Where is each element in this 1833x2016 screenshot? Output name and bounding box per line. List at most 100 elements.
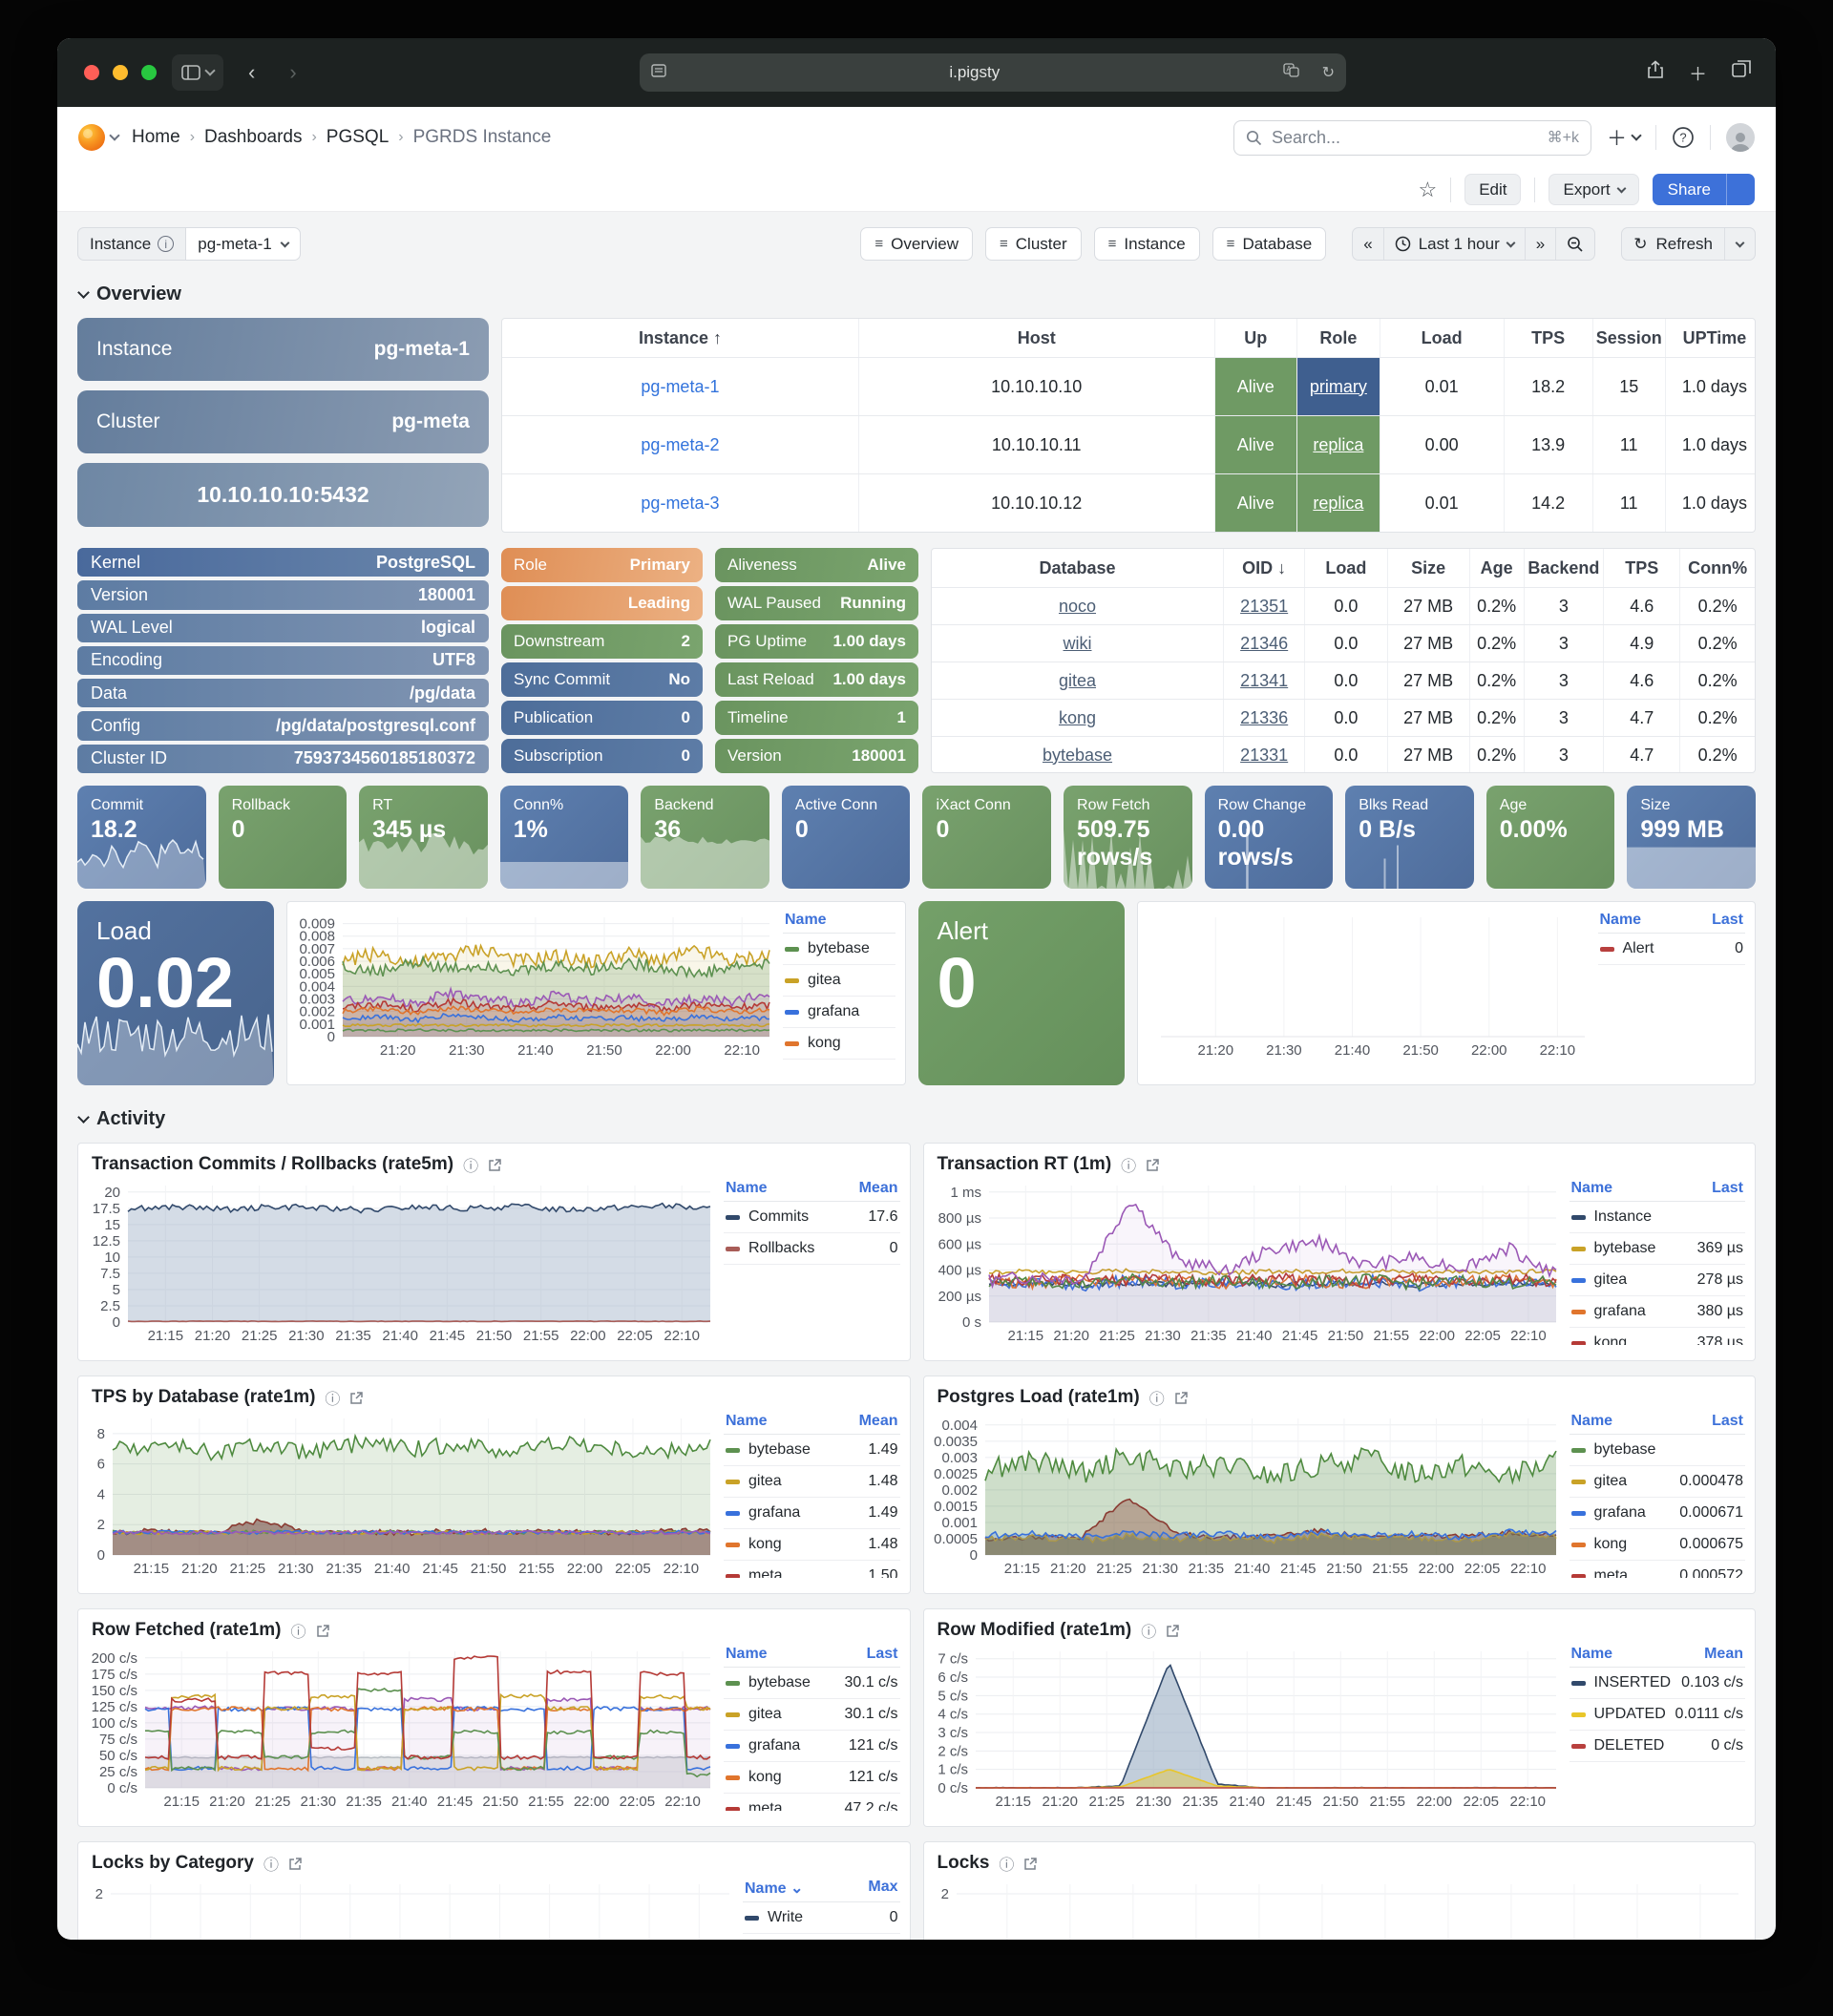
oid-link[interactable]: 21341	[1240, 670, 1289, 690]
legend-item-updated[interactable]: UPDATED 0.0111 c/s	[1569, 1699, 1745, 1731]
legend-item-gitea[interactable]: gitea	[783, 965, 895, 997]
grafana-logo[interactable]	[78, 124, 105, 151]
legend-item-grafana[interactable]: grafana	[783, 997, 895, 1028]
section-overview[interactable]: Overview	[77, 284, 1756, 305]
legend-item-grafana[interactable]: grafana 380 µs	[1569, 1296, 1745, 1328]
legend-item-grafana[interactable]: grafana 121 c/s	[724, 1731, 900, 1762]
favorite-star-icon[interactable]: ☆	[1418, 177, 1438, 201]
reload-icon[interactable]: ↻	[1321, 65, 1335, 81]
panel-title-text[interactable]: TPS by Database (rate1m)	[92, 1387, 316, 1407]
time-zoom-out-button[interactable]	[1556, 228, 1594, 260]
external-link-icon[interactable]	[1023, 1857, 1038, 1871]
legend-item-bytebase[interactable]: bytebase	[1569, 1435, 1745, 1466]
legend-item-alert[interactable]: Alert 0	[1597, 934, 1745, 965]
share-button[interactable]: Share	[1652, 174, 1726, 205]
column-header[interactable]: Host	[859, 319, 1215, 357]
legend-item-kong[interactable]: kong 0.000675	[1569, 1529, 1745, 1561]
role-badge[interactable]: primary	[1297, 358, 1380, 415]
external-link-icon[interactable]	[349, 1391, 364, 1405]
info-icon[interactable]: ⓘ	[325, 1392, 341, 1408]
legend-item-gitea[interactable]: gitea 0.000478	[1569, 1466, 1745, 1498]
column-header[interactable]: Database	[932, 549, 1224, 587]
panel-title-text[interactable]: Transaction RT (1m)	[937, 1154, 1112, 1174]
legend-col-name[interactable]: Name ⌄	[745, 1880, 804, 1897]
legend-col-value[interactable]: Last	[1712, 912, 1743, 928]
legend-item-grafana[interactable]: grafana 0.000671	[1569, 1498, 1745, 1529]
column-header[interactable]: Age	[1470, 549, 1525, 587]
legend-col-value[interactable]: Mean	[858, 1413, 898, 1429]
legend-col-name[interactable]: Name	[1570, 1646, 1613, 1662]
minimize-window-button[interactable]	[113, 65, 128, 80]
edit-button[interactable]: Edit	[1464, 174, 1522, 205]
external-link-icon[interactable]	[1146, 1158, 1160, 1172]
info-icon[interactable]: ⓘ	[263, 1858, 280, 1874]
refresh-interval-button[interactable]	[1724, 228, 1755, 260]
oid-link[interactable]: 21336	[1240, 707, 1289, 727]
instance-variable-select[interactable]: Instance i pg-meta-1	[77, 227, 301, 261]
legend-col-value[interactable]: Max	[868, 1879, 898, 1895]
info-icon[interactable]: ⓘ	[999, 1858, 1015, 1874]
legend-col-name[interactable]: Name	[726, 1180, 768, 1196]
add-button[interactable]: ＋	[1607, 123, 1642, 152]
column-header[interactable]: Backend	[1525, 549, 1605, 587]
chart-plot[interactable]: 0 0.001 0.002 0.003 0.004 0.005 0.006 0.007 0.00…	[293, 910, 777, 1060]
legend-col-name[interactable]: Name	[726, 1646, 768, 1662]
legend-item-bytebase[interactable]: bytebase 369 µs	[1569, 1233, 1745, 1265]
database-link[interactable]: gitea	[1058, 670, 1097, 690]
search-input[interactable]: Search... ⌘+k	[1233, 119, 1591, 156]
legend-item-meta[interactable]: meta 0.000572	[1570, 1561, 1746, 1578]
column-header[interactable]: Load	[1380, 319, 1505, 357]
panel-title-text[interactable]: Locks	[937, 1853, 990, 1873]
external-link-icon[interactable]	[288, 1857, 303, 1871]
database-link[interactable]: wiki	[1063, 633, 1092, 653]
legend-item-bytebase[interactable]: bytebase 30.1 c/s	[724, 1668, 900, 1699]
new-tab-icon[interactable]: ＋	[1688, 64, 1707, 85]
export-button[interactable]: Export	[1549, 174, 1639, 205]
close-window-button[interactable]	[84, 65, 99, 80]
tab-overview-icon[interactable]	[1732, 59, 1751, 86]
share-dropdown-button[interactable]	[1726, 174, 1755, 205]
oid-link[interactable]: 21351	[1240, 596, 1289, 616]
instance-link[interactable]: pg-meta-2	[641, 434, 720, 454]
legend-item-bytebase[interactable]: bytebase 1.49	[724, 1435, 900, 1466]
chart-plot[interactable]: 0 0.0005 0.001 0.0015 0.002 0.0025 0.003 0.0035…	[930, 1411, 1564, 1578]
info-icon[interactable]: ⓘ	[1121, 1159, 1137, 1175]
column-header[interactable]: Size	[1388, 549, 1470, 587]
legend-item-write[interactable]: Write 0	[743, 1902, 900, 1934]
external-link-icon[interactable]	[1174, 1391, 1189, 1405]
url-bar[interactable]: i.pigsty A ↻	[640, 53, 1346, 92]
column-header[interactable]: UPTime	[1682, 327, 1747, 347]
database-link[interactable]: bytebase	[1042, 745, 1113, 765]
legend-item-read[interactable]: Read1	[743, 1934, 900, 1940]
legend-item-gitea[interactable]: gitea 30.1 c/s	[724, 1699, 900, 1731]
chevron-down-icon[interactable]	[109, 130, 120, 141]
legend-item-kong[interactable]: kong 1.48	[724, 1529, 900, 1561]
avatar[interactable]	[1726, 123, 1755, 152]
nav-database-button[interactable]: ≡ Database	[1211, 227, 1327, 261]
chart-plot[interactable]: 0 c/s 1 c/s 2 c/s 3 c/s 4 c/s 5 c/s 6 c/s 7 c/s…	[930, 1644, 1564, 1811]
chart-plot[interactable]: 0 s 200 µs 400 µs 600 µs 800 µs 1 ms 21:15 21:2…	[930, 1178, 1564, 1345]
legend-item-bytebase[interactable]: bytebase	[783, 934, 895, 965]
legend-item-rollbacks[interactable]: Rollbacks 0	[724, 1233, 900, 1265]
legend-item-inserted[interactable]: INSERTED 0.103 c/s	[1569, 1668, 1745, 1699]
column-header[interactable]: Role	[1297, 319, 1380, 357]
legend-item-instance[interactable]: Instance	[1569, 1202, 1745, 1233]
legend-item-kong[interactable]: kong	[783, 1028, 895, 1060]
legend-col-name[interactable]: Name	[1570, 1413, 1613, 1429]
legend-item-meta[interactable]: meta 1.50	[724, 1561, 900, 1578]
info-icon[interactable]: ⓘ	[1141, 1625, 1157, 1641]
external-link-icon[interactable]	[1166, 1624, 1180, 1638]
legend-item-kong[interactable]: kong 378 µs	[1570, 1328, 1746, 1345]
column-header[interactable]: OID ↓	[1224, 549, 1306, 587]
chart-plot[interactable]: 0 2.5 5 7.5 10 12.5 15 17.5 20 21:15 21:20 21:25 21:…	[84, 1178, 718, 1345]
section-activity[interactable]: Activity	[77, 1108, 1756, 1130]
instance-link[interactable]: pg-meta-1	[641, 376, 720, 396]
role-badge[interactable]: replica	[1297, 474, 1380, 532]
back-button[interactable]: ‹	[248, 60, 256, 84]
instance-link[interactable]: pg-meta-3	[641, 493, 720, 513]
chart-plot[interactable]: 21:20 21:30 21:40 21:50 22:00 22:10	[1144, 910, 1592, 1060]
chart-plot[interactable]: 2	[930, 1877, 1746, 1940]
sidebar-toggle-button[interactable]	[172, 54, 223, 91]
time-range-button[interactable]: Last 1 hour	[1384, 228, 1526, 260]
legend-item-gitea[interactable]: gitea 1.48	[724, 1466, 900, 1498]
